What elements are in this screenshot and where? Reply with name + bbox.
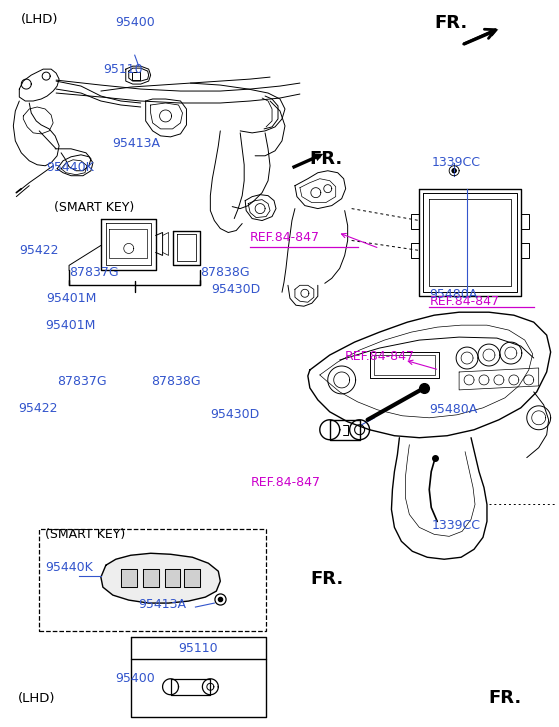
Text: REF.84-847: REF.84-847 [429,295,499,308]
Text: 95422: 95422 [20,244,59,257]
Text: (LHD): (LHD) [21,13,59,26]
Text: REF.84-847: REF.84-847 [250,476,320,489]
Polygon shape [101,553,220,603]
Text: 95413A: 95413A [112,137,160,150]
Text: 95401M: 95401M [46,292,96,305]
Text: 87837G: 87837G [57,375,107,388]
Text: 95430D: 95430D [210,409,259,422]
Text: REF.84-847: REF.84-847 [344,350,415,363]
Text: 95430D: 95430D [212,283,261,296]
Polygon shape [143,569,159,587]
Text: FR.: FR. [434,15,467,32]
Text: 95480A: 95480A [430,403,478,417]
Text: 87838G: 87838G [151,375,201,388]
Text: (SMART KEY): (SMART KEY) [45,528,125,541]
Text: FR.: FR. [488,689,522,707]
Text: REF.84-847: REF.84-847 [250,231,320,244]
Text: (SMART KEY): (SMART KEY) [54,201,135,214]
Text: FR.: FR. [310,570,343,588]
Polygon shape [164,569,181,587]
Text: 1339CC: 1339CC [431,156,480,169]
Text: 95110: 95110 [103,63,143,76]
Text: 95440K: 95440K [46,161,94,174]
Text: 95440K: 95440K [45,561,93,574]
Text: 95400: 95400 [115,16,155,29]
Text: 95110: 95110 [178,643,218,656]
Polygon shape [121,569,137,587]
Bar [39,529,266,631]
Text: 95480A: 95480A [429,288,477,301]
Text: 87837G: 87837G [69,266,119,279]
Text: 95413A: 95413A [139,598,187,611]
Text: 95400: 95400 [115,672,155,685]
Text: (LHD): (LHD) [18,691,55,704]
Text: 87838G: 87838G [200,266,250,279]
Text: FR.: FR. [310,150,343,168]
Polygon shape [452,169,456,173]
Text: 95422: 95422 [18,402,58,415]
Polygon shape [184,569,200,587]
Text: 95401M: 95401M [46,319,96,332]
Text: 1339CC: 1339CC [432,519,480,532]
